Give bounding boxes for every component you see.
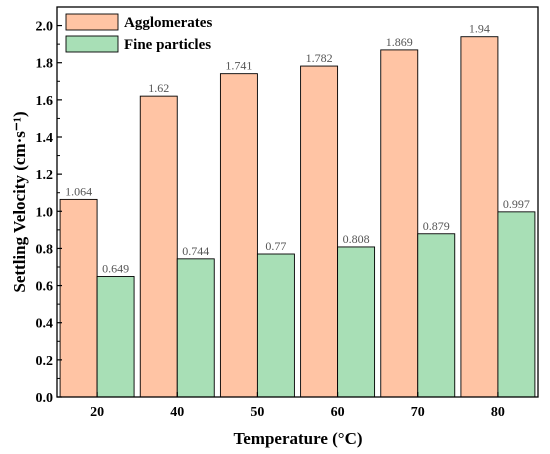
- y-tick-label-0.6: 0.6: [36, 280, 54, 295]
- y-tick-label-0.4: 0.4: [36, 317, 54, 332]
- y-tick-label-1.2: 1.2: [36, 168, 54, 183]
- ticks-layer: 20 40 50 60 70 80 0.0 0.2 0.4 0.6 0.8 1.0 1.2 1.4 1.6 1…: [36, 20, 505, 420]
- legend-label-agglomerates: Agglomerates: [124, 15, 212, 31]
- data-label-fine-particles-60: 0.808: [343, 232, 370, 246]
- bar-agglomerates-70: [380, 49, 419, 398]
- x-tick-label-70: 70: [411, 405, 425, 420]
- legend-label-fine-particles: Fine particles: [124, 37, 211, 53]
- x-axis-title: Temperature (°C): [233, 429, 362, 448]
- bar-agglomerates-20: [59, 198, 98, 398]
- y-tick-label-2.0: 2.0: [36, 20, 54, 35]
- bar-agglomerates-50: [219, 73, 258, 398]
- data-label-fine-particles-50: 0.77: [265, 239, 286, 253]
- data-label-agglomerates-40: 1.62: [148, 81, 169, 95]
- data-label-agglomerates-70: 1.869: [386, 35, 413, 49]
- bar-agglomerates-80: [460, 36, 499, 398]
- data-label-fine-particles-80: 0.997: [503, 197, 530, 211]
- x-tick-label-50: 50: [250, 405, 264, 420]
- bar-fine-particles-50: [256, 253, 295, 398]
- plot-frame: [56, 6, 539, 398]
- bar-fine-particles-20: [96, 276, 135, 398]
- legend-swatch-fine-particles: [65, 35, 119, 53]
- y-tick-label-0.2: 0.2: [36, 354, 54, 369]
- y-tick-label-1.8: 1.8: [36, 57, 54, 72]
- data-label-agglomerates-60: 1.782: [306, 51, 333, 65]
- data-label-fine-particles-70: 0.879: [423, 219, 450, 233]
- data-label-agglomerates-80: 1.94: [469, 22, 490, 36]
- data-label-agglomerates-20: 1.064: [65, 184, 92, 198]
- bar-fine-particles-80: [497, 211, 536, 398]
- y-tick-label-1.4: 1.4: [36, 131, 54, 146]
- data-label-fine-particles-40: 0.744: [182, 244, 209, 258]
- legend: Agglomerates Fine particles: [65, 13, 212, 53]
- bars-layer: 1.064 0.649 1.62 0.744 1.741 0.77 1.782 0.808 1.…: [59, 22, 536, 398]
- bar-agglomerates-40: [139, 95, 178, 398]
- y-tick-label-0.8: 0.8: [36, 242, 54, 257]
- data-label-agglomerates-50: 1.741: [225, 59, 252, 73]
- bar-fine-particles-70: [417, 233, 456, 398]
- x-tick-label-60: 60: [331, 405, 345, 420]
- bar-fine-particles-60: [337, 246, 376, 398]
- y-tick-label-1.0: 1.0: [36, 205, 54, 220]
- bar-fine-particles-40: [176, 258, 215, 398]
- x-tick-label-20: 20: [90, 405, 104, 420]
- y-tick-label-1.6: 1.6: [36, 94, 54, 109]
- y-tick-label-0.0: 0.0: [36, 391, 54, 406]
- data-label-fine-particles-20: 0.649: [102, 261, 129, 275]
- legend-swatch-agglomerates: [65, 13, 119, 31]
- x-tick-label-80: 80: [491, 405, 505, 420]
- bar-agglomerates-60: [300, 65, 339, 398]
- y-axis-title: Settling Velocity (cm·s⁻¹): [10, 111, 29, 292]
- x-tick-label-40: 40: [170, 405, 184, 420]
